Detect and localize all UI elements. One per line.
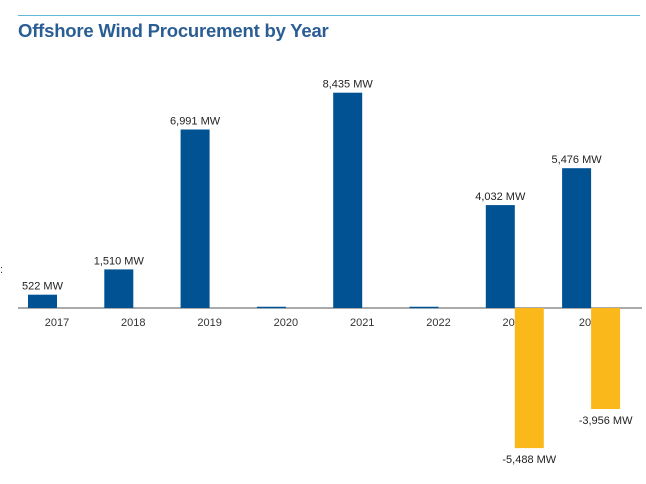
x-tick-label: 2022	[426, 317, 450, 329]
x-tick-label: 2019	[197, 317, 221, 329]
data-label-2017-series-0: 522 MW	[22, 281, 64, 293]
bar-2019-series-0	[180, 129, 210, 308]
data-label-2019-series-0: 6,991 MW	[170, 116, 221, 128]
x-tick-label: 2017	[45, 317, 69, 329]
bar-2018-series-0	[104, 269, 134, 308]
x-tick-label: 2018	[121, 317, 145, 329]
bar-2023-series-1	[514, 308, 544, 449]
axis-edge-mark: :	[0, 264, 4, 276]
bar-2024-series-1	[591, 308, 621, 409]
bar-2024-series-0	[562, 168, 592, 308]
data-label-2018-series-0: 1,510 MW	[94, 255, 145, 267]
data-label-2024-series-0: 5,476 MW	[552, 154, 603, 166]
data-label-2021-series-0: 8,435 MW	[323, 79, 374, 91]
bar-2021-series-0	[333, 92, 363, 308]
x-tick-label: 2021	[350, 317, 374, 329]
title-rule	[18, 15, 640, 16]
bar-2017-series-0	[28, 294, 57, 308]
data-label-2023-series-0: 4,032 MW	[475, 191, 526, 203]
data-label-2024-series-1: -3,956 MW	[579, 415, 633, 427]
data-label-2023-series-1: -5,488 MW	[502, 454, 556, 466]
chart-title: Offshore Wind Procurement by Year	[18, 20, 329, 41]
x-tick-label: 2020	[274, 317, 298, 329]
bar-2023-series-0	[485, 205, 515, 308]
